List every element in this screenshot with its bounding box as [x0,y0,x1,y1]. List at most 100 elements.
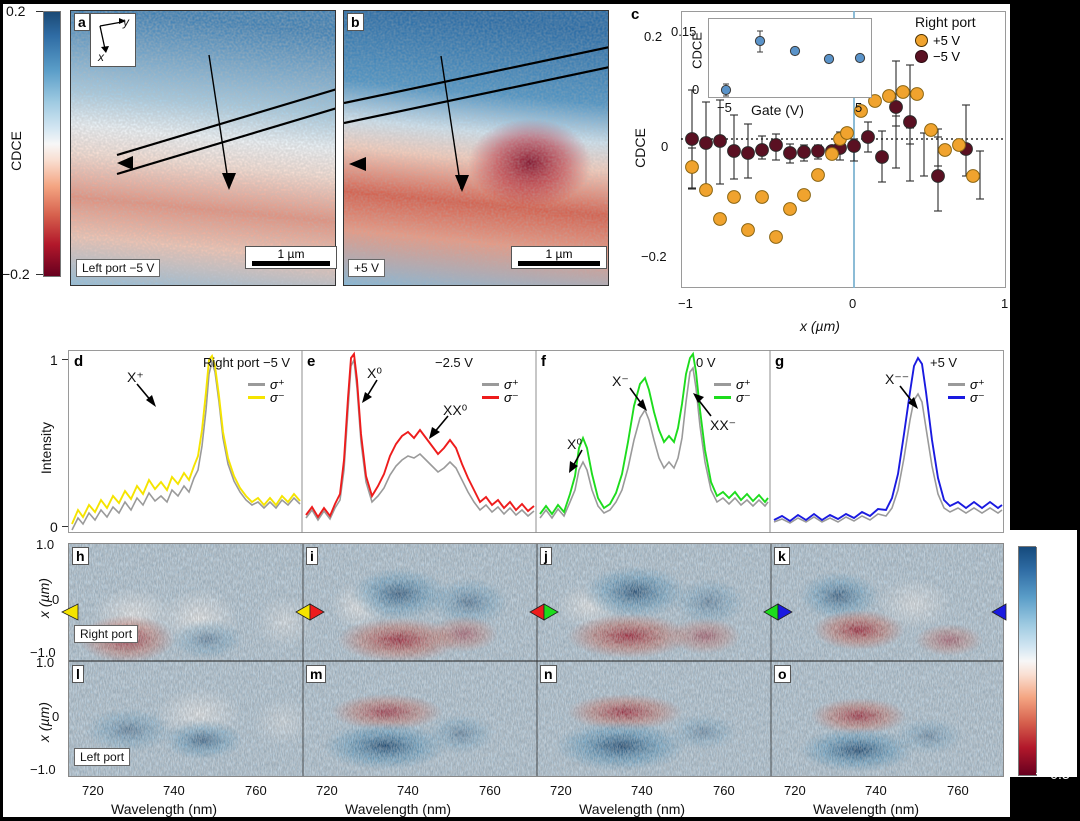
colorbar-left-max: 0.2 [6,3,26,19]
maps-xtick-f-760: 760 [713,783,735,798]
panel-g-sigma-minus-trace [773,356,1003,523]
panel-e-sigma-minus-trace [305,351,535,519]
panel-c-xtick-0: −1 [678,296,693,311]
panel-e-legend-item-0: σ⁺ [482,378,519,391]
legend-line-sigma-minus-d [248,396,265,399]
maps-xtick-d-740: 740 [163,783,185,798]
panel-c-xlabel: x (µm) [800,318,840,334]
legend-line-sigma-plus-g [948,383,965,386]
panel-b-caption: +5 V [348,259,386,277]
panel-f-traces [539,351,769,520]
colorbar-right-min: −0.3 [1042,766,1070,782]
panel-a-caption: Left port −5 V [76,259,161,277]
maps-xtick-e-720: 720 [316,783,338,798]
maps-xtick-f-740: 740 [631,783,653,798]
panel-f-peak-label-0: X⁻ [612,373,629,389]
panel-c-series-plus5v [685,85,984,244]
panel-g-legend-label-1: σ⁻ [970,390,985,405]
panel-g-peak-label-0: X⁻⁻ [885,371,910,387]
panel-c-legend-item-1: −5 V [915,50,976,63]
panel-f-legend-label-0: σ⁺ [736,377,751,392]
colorbar-left-label: CDCE [8,131,24,171]
maps-xlabel-1: Wavelength (nm) [111,801,218,817]
panel-j-letter: j [540,547,552,565]
maps-xlabel-2: Wavelength (nm) [345,801,452,817]
maps-bottom-ytick-2: −1.0 [30,762,56,777]
maps-xtick-g-760: 760 [947,783,969,798]
panel-g-legend-item-0: σ⁺ [948,378,985,391]
panel-c-ytick-1: 0 [661,139,669,154]
legend-line-sigma-plus-d [248,383,265,386]
panel-c-ytick-0: 0.2 [644,29,663,44]
panel-d-legend: σ⁺ σ⁻ [248,378,285,404]
panel-c-legend-label-0: +5 V [933,33,961,48]
panel-f-sigma-minus-trace [539,351,769,516]
panel-e-peak-label-1: XX⁰ [443,402,468,418]
panel-b-scalebar-label: 1 µm [545,247,573,261]
colorbar-right-tick-max [1036,546,1043,547]
panel-b-letter: b [347,13,364,31]
panel-a-axis-inset: y x [90,13,136,67]
panel-b-scalebar: 1 µm [511,246,607,269]
panel-f-peak-label-1: X⁰ [567,436,582,452]
panel-d-traces [71,353,301,531]
panel-d-title: Right port −5 V [203,355,291,370]
panel-c-inset-ytick-0: 0.15 [671,24,697,39]
panel-c-ytick-2: −0.2 [641,249,667,264]
maps-bottom-ylabel-text: x (µm) [36,702,52,742]
colorbar-right-tick-min [1036,773,1043,774]
panel-c-legend-label-1: −5 V [933,49,961,64]
panel-c-inset-ytick-1: 0 [692,82,700,97]
panel-e-legend-item-1: σ⁻ [482,391,519,404]
panel-e-legend-label-1: σ⁻ [504,390,519,405]
maps-edge-markers [61,603,1007,621]
panel-e-sigma-plus-trace [305,357,535,522]
maps-xtick-e-740: 740 [397,783,419,798]
maps-bottom-caption: Left port [74,748,131,766]
panel-k-letter: k [774,547,790,565]
panel-e-peak-label-0: X⁰ [367,365,382,381]
frame-right-bottom-band [1010,777,1080,821]
marker-h-left-yellow [61,603,79,621]
maps-bottom-ylabel: x (µm) [36,672,52,772]
panel-c-letter: c [631,6,640,23]
maps-xtick-d-760: 760 [245,783,267,798]
marker-k-right-blue [777,603,793,621]
panel-c-xtick-1: 0 [849,296,857,311]
panel-g-sigma-plus-trace [773,392,1003,524]
maps-bottom-ytick-0: 1.0 [36,655,55,670]
colorbar-left [43,11,61,277]
panel-a-axis-x-label: x [98,50,104,64]
panel-o-letter: o [774,665,791,683]
colorbar-right-label: CDCE [1045,631,1061,691]
panel-m-letter: m [306,665,327,683]
panel-a-scalebar-bar [252,260,330,266]
panel-f-legend-label-1: σ⁻ [736,390,751,405]
panel-d-legend-label-0: σ⁺ [270,377,285,392]
panel-d-letter: d [74,353,84,370]
legend-line-sigma-minus-e [482,396,499,399]
panel-c-inset-frame [708,18,872,98]
panel-i-letter: i [306,547,318,565]
panel-c-ylabel: CDCE [632,128,648,168]
panel-a-axis-y-label: y [123,15,129,29]
panel-f-legend: σ⁺ σ⁻ [714,378,751,404]
marker-j-left-red [529,603,545,621]
legend-marker-minus5v [915,50,928,63]
legend-line-sigma-plus-f [714,383,731,386]
maps-top-ytick-1: 0 [52,592,60,607]
legend-line-sigma-plus-e [482,383,499,386]
panel-e-legend-label-0: σ⁺ [504,377,519,392]
panel-e-traces [305,351,535,522]
spectra-canvas [71,350,1003,533]
panel-c-inset-xtick-1: 5 [855,100,863,115]
spectra-ytick-mark-1 [62,359,68,360]
panel-a-scalebar: 1 µm [245,246,337,269]
panel-c-legend: Right port +5 V −5 V [915,14,976,63]
maps-xlabel-3: Wavelength (nm) [579,801,686,817]
panel-c-inset-canvas [720,30,866,97]
panel-a-scalebar-label: 1 µm [277,247,305,261]
panel-n-letter: n [540,665,557,683]
maps-xtick-f-720: 720 [550,783,572,798]
